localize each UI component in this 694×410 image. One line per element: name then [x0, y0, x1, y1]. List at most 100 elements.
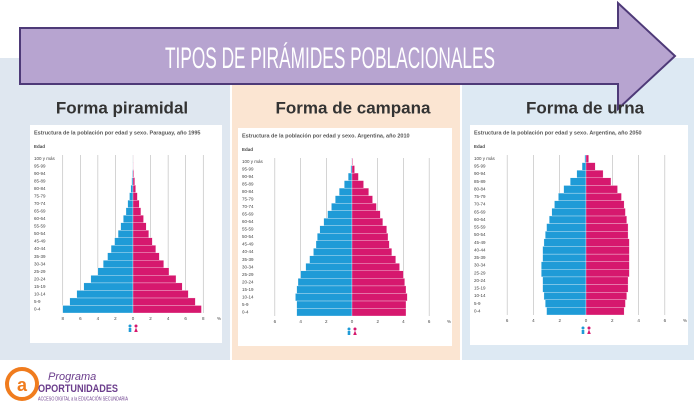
bar	[585, 284, 629, 293]
y-tick-label: 55-59	[242, 227, 254, 232]
bar	[327, 210, 353, 219]
y-tick-label: 35-39	[34, 254, 46, 259]
bar	[542, 284, 587, 293]
bar	[132, 282, 183, 291]
legend-icon	[134, 327, 138, 332]
bar	[76, 290, 134, 299]
y-tick-label: 0-4	[474, 308, 481, 313]
x-tick-label: 0	[351, 319, 354, 324]
y-tick-label: 100 y más	[474, 156, 496, 161]
bar	[323, 218, 353, 226]
bar	[313, 248, 353, 256]
y-tick-label: 20-24	[474, 278, 486, 283]
x-axis-label: %	[217, 316, 221, 321]
y-tick-label: 15-19	[34, 284, 46, 289]
bar	[335, 195, 353, 204]
x-tick-label: 6	[79, 316, 82, 321]
bar	[338, 187, 353, 196]
bar	[132, 215, 144, 223]
y-tick-label: 95-99	[34, 163, 46, 168]
y-axis-label: Edad	[34, 144, 45, 149]
bar	[576, 170, 587, 179]
bar	[570, 177, 587, 186]
bar	[585, 291, 627, 300]
bar	[117, 230, 134, 238]
y-tick-label: 65-69	[474, 209, 486, 214]
x-tick-label: 4	[637, 318, 640, 323]
bar	[546, 223, 587, 232]
bar	[542, 246, 587, 255]
bar	[110, 245, 134, 253]
y-tick-label: 60-64	[242, 219, 254, 224]
y-tick-label: 10-14	[34, 291, 46, 296]
bar	[585, 269, 630, 278]
y-tick-label: 35-39	[474, 255, 486, 260]
panel-heading: Forma de urna	[526, 98, 645, 117]
bar	[350, 165, 353, 174]
y-tick-label: 0-4	[34, 306, 41, 311]
bar	[549, 215, 587, 224]
x-tick-label: 4	[97, 316, 100, 321]
bar	[297, 278, 353, 287]
x-tick-label: 2	[558, 318, 561, 323]
y-tick-label: 75-79	[474, 194, 486, 199]
bar	[541, 269, 587, 278]
x-tick-label: 2	[149, 316, 152, 321]
y-tick-label: 30-34	[34, 261, 46, 266]
bar	[123, 215, 134, 223]
y-tick-label: 45-49	[242, 242, 254, 247]
bar	[584, 154, 587, 163]
legend-icon	[587, 329, 591, 334]
x-tick-label: 6	[274, 319, 277, 324]
y-tick-label: 90-94	[34, 171, 46, 176]
bar	[315, 240, 353, 249]
y-tick-label: 60-64	[34, 216, 46, 221]
x-tick-label: 4	[299, 319, 302, 324]
x-tick-label: 2	[114, 316, 117, 321]
bar	[132, 237, 153, 246]
bar	[351, 225, 387, 234]
y-tick-label: 75-79	[242, 197, 254, 202]
bar	[309, 255, 353, 264]
y-tick-label: 55-59	[34, 224, 46, 229]
legend-icon	[134, 324, 138, 328]
chart-title: Estructura de la población por edad y se…	[242, 133, 410, 139]
chart-title: Estructura de la población por edad y se…	[474, 130, 642, 136]
bar	[563, 185, 587, 194]
y-tick-label: 45-49	[34, 239, 46, 244]
x-tick-label: 4	[167, 316, 170, 321]
bar	[351, 202, 377, 211]
bar	[551, 208, 587, 217]
y-tick-label: 25-29	[34, 269, 46, 274]
y-tick-label: 85-89	[474, 179, 486, 184]
y-tick-label: 75-79	[34, 194, 46, 199]
bar	[132, 245, 156, 253]
bar	[317, 233, 353, 241]
y-tick-label: 40-44	[474, 247, 486, 252]
y-tick-label: 70-74	[474, 202, 486, 207]
bar	[132, 199, 140, 208]
banner-title: TIPOS DE PIRÁMIDES POBLACIONALES	[165, 42, 495, 75]
y-tick-label: 50-54	[34, 231, 46, 236]
y-tick-label: 5-9	[242, 302, 249, 307]
bar	[585, 231, 629, 239]
y-tick-label: 65-69	[242, 212, 254, 217]
y-tick-label: 100 y más	[242, 159, 264, 164]
bar	[132, 275, 177, 284]
y-tick-label: 0-4	[242, 309, 249, 314]
bar	[545, 299, 587, 308]
bar	[300, 270, 353, 279]
bar	[585, 185, 618, 194]
bar	[132, 207, 142, 216]
bar	[132, 297, 196, 306]
bar	[585, 200, 625, 209]
y-tick-label: 70-74	[242, 204, 254, 209]
bar	[585, 238, 630, 247]
x-tick-label: 4	[532, 318, 535, 323]
bar	[97, 267, 134, 276]
panel-heading: Forma de campana	[276, 98, 431, 117]
bar	[331, 202, 353, 211]
bar	[132, 177, 135, 186]
bar	[296, 300, 353, 309]
bar	[542, 276, 587, 285]
